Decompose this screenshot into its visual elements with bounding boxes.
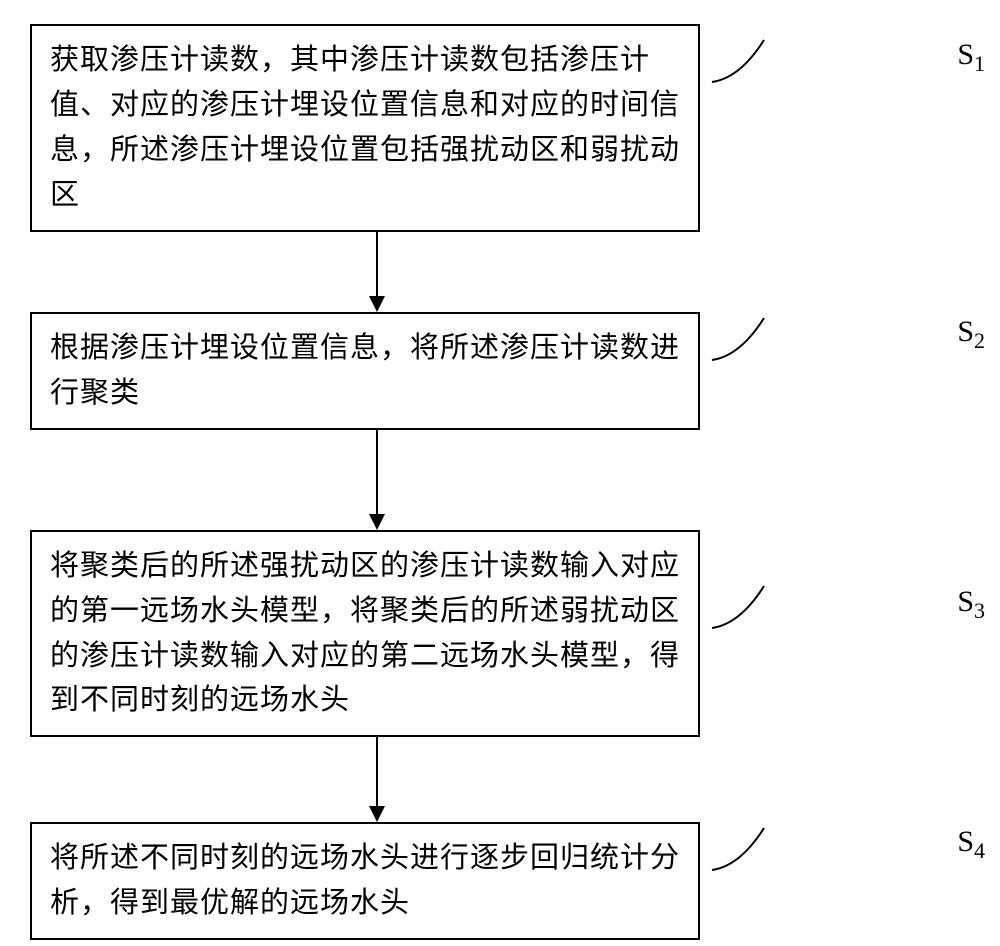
- step-2-bracket: [710, 314, 765, 362]
- step-2-label-sub: 2: [974, 328, 985, 353]
- step-4-text: 将所述不同时刻的远场水头进行逐步回归统计分析，得到最优解的远场水头: [50, 842, 680, 919]
- step-4-label-sub: 4: [974, 838, 985, 863]
- step-1-box: 获取渗压计读数，其中渗压计读数包括渗压计值、对应的渗压计埋设位置信息和对应的时间…: [30, 24, 700, 232]
- step-4-box: 将所述不同时刻的远场水头进行逐步回归统计分析，得到最优解的远场水头: [30, 822, 700, 940]
- step-1-label-sub: 1: [974, 51, 985, 76]
- step-1-label-main: S: [957, 38, 974, 71]
- step-3-bracket: [710, 582, 765, 630]
- step-3-label: S3: [957, 585, 985, 624]
- step-1-text: 获取渗压计读数，其中渗压计读数包括渗压计值、对应的渗压计埋设位置信息和对应的时间…: [50, 44, 680, 211]
- step-1-label: S1: [957, 38, 985, 77]
- step-4-label-main: S: [957, 825, 974, 858]
- step-1-bracket: [710, 36, 765, 84]
- step-3-container: 将聚类后的所述强扰动区的渗压计读数输入对应的第一远场水头模型，将聚类后的所述弱扰…: [30, 530, 880, 738]
- flowchart-container: 获取渗压计读数，其中渗压计读数包括渗压计值、对应的渗压计埋设位置信息和对应的时间…: [30, 24, 880, 940]
- step-4-label: S4: [957, 825, 985, 864]
- step-2-container: 根据渗压计埋设位置信息，将所述渗压计读数进行聚类 S2: [30, 312, 880, 430]
- step-2-label: S2: [957, 315, 985, 354]
- step-3-label-sub: 3: [974, 598, 985, 623]
- arrow-1: [365, 232, 389, 312]
- arrow-3: [365, 737, 389, 822]
- arrow-2: [365, 430, 389, 530]
- step-4-bracket: [710, 824, 765, 872]
- step-2-label-main: S: [957, 315, 974, 348]
- step-2-box: 根据渗压计埋设位置信息，将所述渗压计读数进行聚类: [30, 312, 700, 430]
- step-4-container: 将所述不同时刻的远场水头进行逐步回归统计分析，得到最优解的远场水头 S4: [30, 822, 880, 940]
- step-3-box: 将聚类后的所述强扰动区的渗压计读数输入对应的第一远场水头模型，将聚类后的所述弱扰…: [30, 530, 700, 738]
- step-2-text: 根据渗压计埋设位置信息，将所述渗压计读数进行聚类: [50, 332, 680, 409]
- step-1-container: 获取渗压计读数，其中渗压计读数包括渗压计值、对应的渗压计埋设位置信息和对应的时间…: [30, 24, 880, 232]
- step-3-label-main: S: [957, 585, 974, 618]
- step-3-text: 将聚类后的所述强扰动区的渗压计读数输入对应的第一远场水头模型，将聚类后的所述弱扰…: [50, 550, 680, 717]
